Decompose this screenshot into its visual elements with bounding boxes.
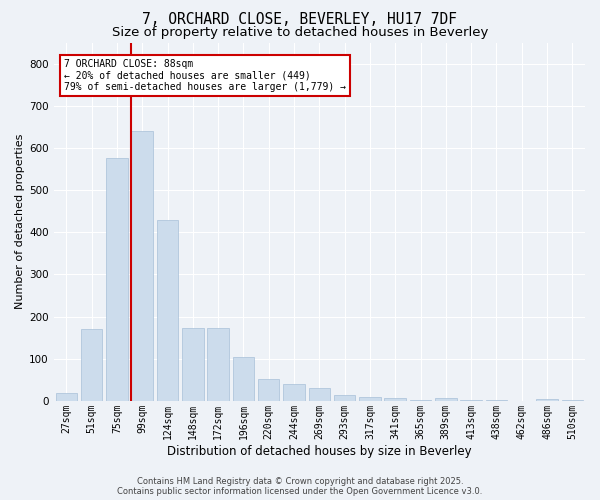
Text: Contains HM Land Registry data © Crown copyright and database right 2025.
Contai: Contains HM Land Registry data © Crown c… <box>118 476 482 496</box>
Text: 7, ORCHARD CLOSE, BEVERLEY, HU17 7DF: 7, ORCHARD CLOSE, BEVERLEY, HU17 7DF <box>143 12 458 28</box>
Bar <box>410 400 431 401</box>
Bar <box>131 131 153 401</box>
Bar <box>157 220 178 401</box>
Text: 7 ORCHARD CLOSE: 88sqm
← 20% of detached houses are smaller (449)
79% of semi-de: 7 ORCHARD CLOSE: 88sqm ← 20% of detached… <box>64 58 346 92</box>
Bar <box>208 328 229 401</box>
Text: Size of property relative to detached houses in Beverley: Size of property relative to detached ho… <box>112 26 488 39</box>
Bar <box>562 400 583 401</box>
Bar <box>536 399 558 401</box>
Bar <box>106 158 128 401</box>
Bar <box>359 396 380 401</box>
Y-axis label: Number of detached properties: Number of detached properties <box>15 134 25 310</box>
Bar <box>56 394 77 401</box>
Bar <box>233 358 254 401</box>
Bar <box>460 400 482 401</box>
Bar <box>435 398 457 401</box>
Bar <box>182 328 203 401</box>
Bar <box>334 395 355 401</box>
Bar <box>308 388 330 401</box>
X-axis label: Distribution of detached houses by size in Beverley: Distribution of detached houses by size … <box>167 444 472 458</box>
Bar <box>258 379 280 401</box>
Bar <box>81 329 103 401</box>
Bar <box>385 398 406 401</box>
Bar <box>283 384 305 401</box>
